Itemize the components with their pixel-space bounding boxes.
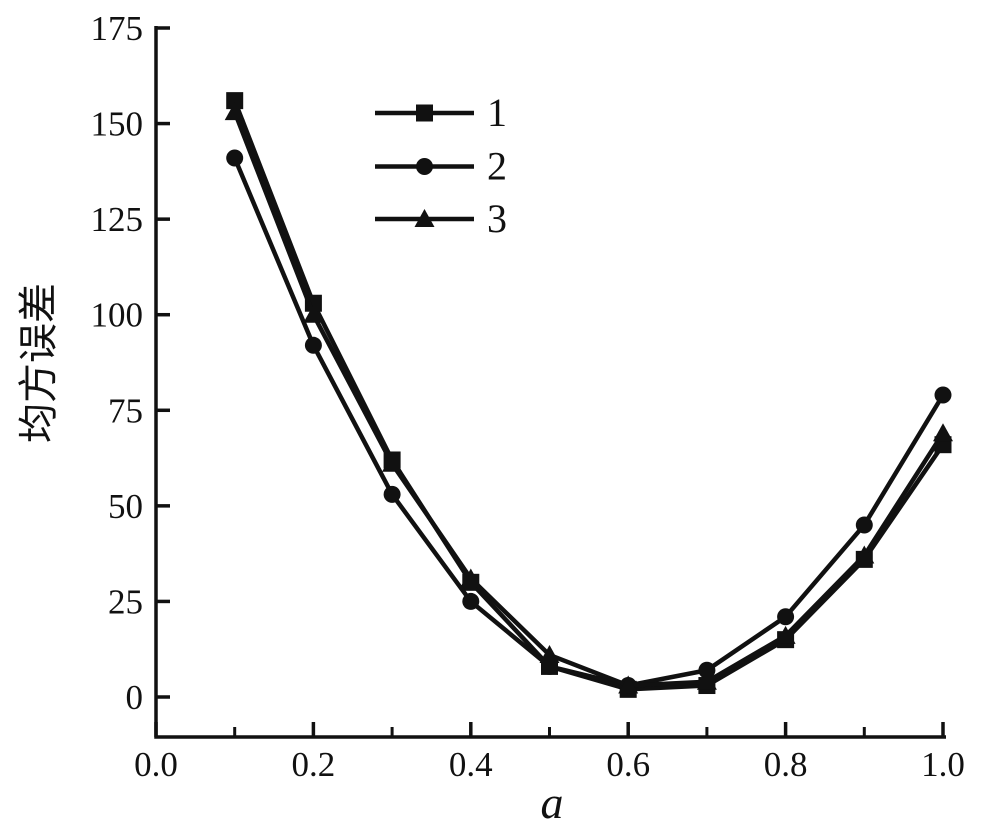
y-tick-label: 175 [91,9,144,48]
x-tick-label: 0.8 [764,745,808,784]
y-axis-title: 均方误差 [16,283,61,443]
y-tick-label: 25 [108,582,143,621]
x-axis-title: a [541,777,564,828]
triangle-marker [303,304,324,323]
x-tick-label: 0.4 [449,745,493,784]
legend-label: 2 [487,144,507,189]
x-tick-label: 0.6 [606,745,650,784]
x-tick-label: 0.2 [292,745,336,784]
triangle-marker [460,568,481,587]
circle-marker [934,386,952,404]
legend-label: 1 [487,90,507,135]
legend-circle-marker [416,158,433,175]
circle-marker [226,149,244,167]
y-tick-label: 0 [126,678,144,717]
y-tick-label: 75 [108,391,143,430]
y-tick-label: 50 [108,487,143,526]
legend-entry-3: 3 [375,196,507,241]
axis-spines [154,26,946,739]
triangle-marker [382,453,403,472]
circle-marker [698,661,716,679]
circle-marker [855,516,873,534]
circle-marker [383,485,401,503]
triangle-marker [854,545,875,564]
series-line-2 [232,157,945,688]
legend-label: 3 [487,196,507,241]
legend-layer: 1 2 3 [375,90,507,241]
triangle-marker [539,644,560,663]
triangle-marker [696,671,717,690]
triangle-marker [933,423,953,442]
circle-marker [777,608,795,626]
legend-entry-1: 1 [375,90,507,135]
triangle-marker [224,102,245,121]
x-tick-label: 1.0 [921,745,965,784]
series-3 [224,102,953,694]
circle-marker [304,336,322,354]
y-tick-label: 125 [91,200,144,239]
y-tick-label: 150 [91,105,144,144]
series-1 [226,92,952,698]
legend-square-marker [416,104,433,122]
triangle-marker [775,625,796,644]
circle-marker [462,592,480,610]
square-marker [226,92,244,110]
x-tick-label: 0.0 [134,745,178,784]
series-layer [224,92,953,698]
legend-entry-2: 2 [375,144,507,189]
triangle-marker [618,675,639,694]
series-2 [226,149,952,695]
axes-layer: 0 25 50 75 100 125 150 175 0.0 0.2 0.4 0.6 0.8 1.0 [91,9,965,784]
y-tick-label: 100 [91,296,144,335]
legend-triangle-marker [414,209,435,227]
series-line-3 [232,111,945,688]
